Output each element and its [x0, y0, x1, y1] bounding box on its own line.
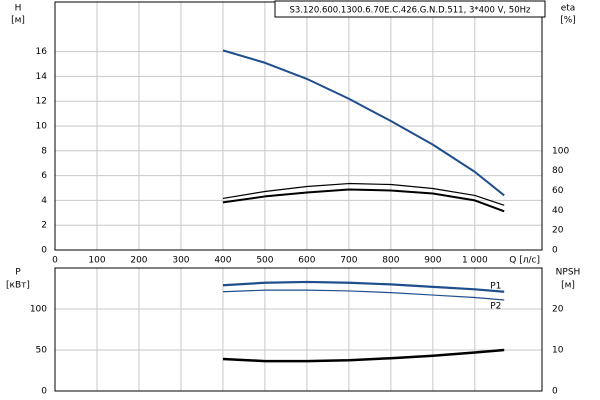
y-axis-unit: [м]	[11, 16, 25, 26]
y-tick-label: 12	[36, 97, 47, 107]
series-line	[222, 182, 505, 206]
x-tick-label: 800	[382, 256, 399, 266]
series-label: P2	[490, 301, 501, 311]
series-line	[222, 289, 505, 301]
series-label: P1	[490, 281, 501, 291]
x-tick-label: 1 000	[462, 256, 488, 266]
x-tick-label: 500	[256, 256, 273, 266]
x-tick-label: 0	[52, 256, 58, 266]
x-tick-label: 200	[130, 256, 147, 266]
y2-tick-label: 0	[552, 246, 558, 256]
y-axis-unit: [кВт]	[6, 281, 30, 291]
y2-tick-label: 100	[552, 146, 569, 156]
y-tick-label: 0	[41, 387, 47, 397]
x-tick-label: 300	[172, 256, 189, 266]
y-tick-label: 16	[36, 47, 48, 57]
series-line	[222, 280, 505, 293]
y-tick-label: 100	[30, 305, 47, 315]
y-tick-label: 4	[41, 196, 47, 206]
y2-axis-label: NPSH	[556, 268, 581, 278]
y2-tick-label: 10	[552, 346, 564, 356]
y-tick-label: 2	[41, 221, 47, 231]
series-line	[222, 348, 505, 363]
x-tick-label: 900	[424, 256, 441, 266]
series-line	[222, 188, 505, 213]
x-axis-label: Q [л/с]	[509, 256, 540, 266]
y-tick-label: 6	[41, 171, 47, 181]
title-box	[274, 0, 546, 18]
y-tick-label: 50	[36, 346, 48, 356]
y-axis-label: P	[15, 268, 21, 278]
y2-axis-label: eta	[561, 4, 576, 14]
y2-tick-label: 80	[552, 166, 564, 176]
plot-frame	[54, 267, 543, 392]
x-tick-label: 700	[340, 256, 357, 266]
y-tick-label: 10	[36, 122, 48, 132]
chart-title: S3.120.600.1300.6.70E.C.426.G.N.D.511, 3…	[290, 6, 531, 16]
y-tick-label: 14	[36, 72, 48, 82]
y-tick-label: 8	[41, 146, 47, 156]
y2-tick-label: 60	[552, 186, 564, 196]
y2-tick-label: 40	[552, 206, 564, 216]
y-tick-label: 0	[41, 246, 47, 256]
x-tick-label: 100	[88, 256, 105, 266]
y2-tick-label: 20	[552, 305, 564, 315]
x-tick-label: 400	[214, 256, 231, 266]
x-tick-label: 600	[298, 256, 315, 266]
y-axis-label: H	[15, 4, 22, 14]
y2-axis-unit: [м]	[561, 281, 575, 291]
y2-tick-label: 0	[552, 387, 558, 397]
y2-tick-label: 20	[552, 226, 564, 236]
series-line	[222, 49, 505, 197]
y2-axis-unit: [%]	[560, 16, 576, 26]
